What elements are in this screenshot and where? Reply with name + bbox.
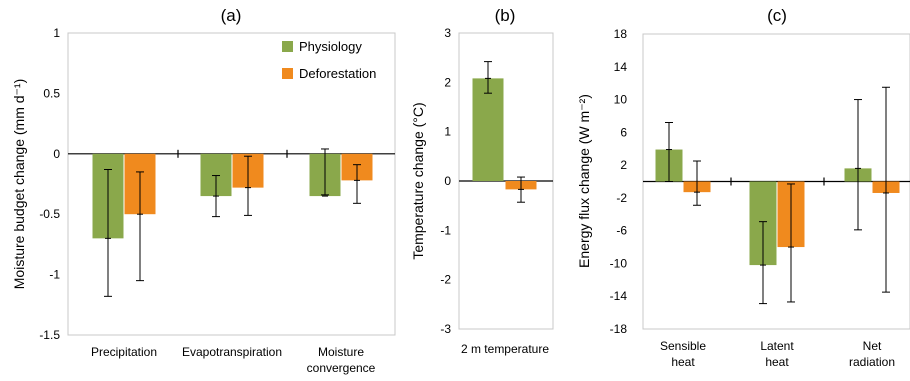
y-tick-label: 10 — [614, 93, 628, 107]
y-tick-label: 6 — [620, 125, 627, 139]
panel-c: (c) 18 14 10 6 2 -2 -6 -10 -14 -18 Energy flux chan… — [576, 6, 910, 369]
x-category-label: Evapotranspiration — [182, 345, 282, 359]
y-axis-label: Temperature change (°C) — [410, 102, 426, 259]
legend-label-physiology: Physiology — [299, 39, 362, 54]
y-tick-label: 3 — [444, 26, 451, 40]
y-tick-label: 14 — [614, 60, 628, 74]
y-tick-label: -0.5 — [39, 207, 60, 221]
y-tick-label: -6 — [616, 224, 627, 238]
x-category-label: Sensible — [660, 339, 706, 353]
x-category-label: heat — [765, 355, 789, 369]
y-tick-label: 2 — [620, 158, 627, 172]
panel-title: (c) — [767, 6, 787, 25]
y-tick-label: -2 — [440, 273, 451, 287]
x-category-label: Moisture — [318, 345, 364, 359]
panel-title: (b) — [495, 6, 516, 25]
y-tick-label: -18 — [610, 322, 628, 336]
panel-b: (b) 3 2 1 0 -1 -2 -3 Temperature change (°C) 2 m … — [410, 6, 554, 356]
y-tick-label: 0 — [53, 147, 60, 161]
y-tick-label: 0.5 — [43, 86, 60, 100]
y-tick-label: -14 — [610, 289, 628, 303]
bar-physiology-2-m-temperature — [472, 78, 504, 181]
y-tick-label: 2 — [444, 75, 451, 89]
legend-label-deforestation: Deforestation — [299, 66, 376, 81]
x-category-label: radiation — [849, 355, 895, 369]
x-category-label: Net — [863, 339, 882, 353]
y-axis-label: Energy flux change (W m⁻²) — [576, 94, 592, 268]
panel-title: (a) — [221, 6, 242, 25]
panel-a: (a) 1 0.5 0 -0.5 -1 -1.5 Moisture budget change… — [11, 6, 396, 375]
x-category-label: 2 m temperature — [461, 342, 549, 356]
x-category-label: convergence — [307, 361, 376, 375]
x-category-label: heat — [671, 355, 695, 369]
y-tick-label: 18 — [614, 27, 628, 41]
legend-swatch-deforestation — [282, 68, 293, 79]
legend-swatch-physiology — [282, 41, 293, 52]
y-tick-label: 1 — [444, 125, 451, 139]
y-tick-label: -1 — [440, 223, 451, 237]
y-tick-label: 0 — [444, 174, 451, 188]
y-tick-label: -2 — [616, 191, 627, 205]
y-tick-label: -1 — [49, 268, 60, 282]
y-tick-label: 1 — [53, 26, 60, 40]
plot-frame — [67, 32, 396, 336]
y-axis-label: Moisture budget change (mm d⁻¹) — [11, 79, 27, 289]
x-category-label: Latent — [760, 339, 794, 353]
x-category-label: Precipitation — [91, 345, 157, 359]
y-tick-label: -1.5 — [39, 328, 60, 342]
y-tick-label: -10 — [610, 256, 628, 270]
y-tick-label: -3 — [440, 322, 451, 336]
